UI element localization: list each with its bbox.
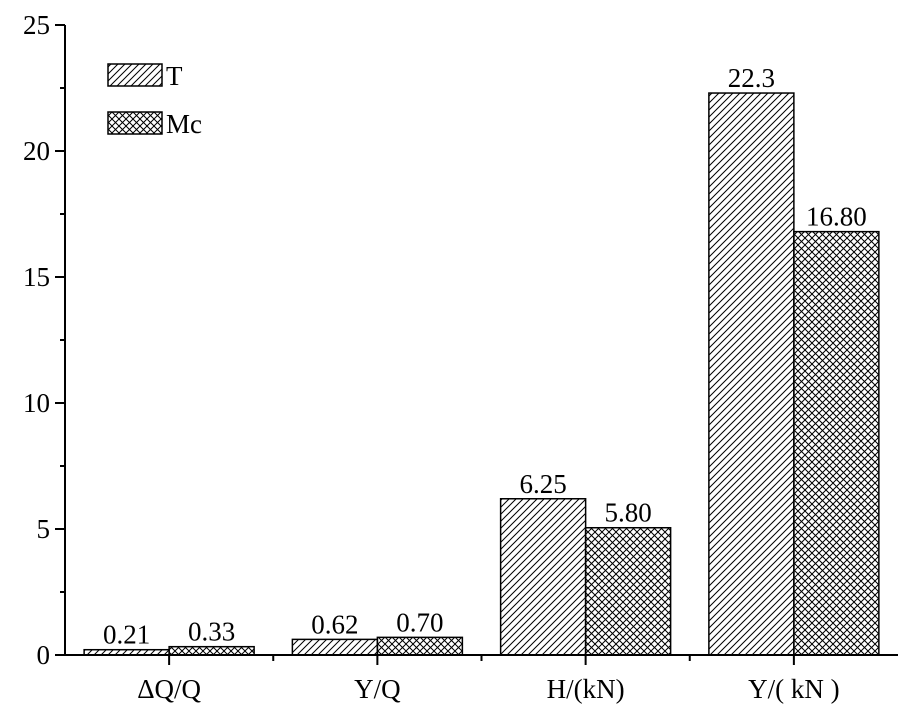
bar-t <box>499 498 587 656</box>
legend-swatch-t <box>107 63 163 87</box>
bar-value-label: 0.21 <box>103 620 150 650</box>
bar-value-label: 16.80 <box>806 202 867 232</box>
legend-label-mc: Mc <box>166 109 202 139</box>
legend: T Mc <box>107 61 202 139</box>
bar-value-label: 0.33 <box>188 617 235 647</box>
x-tick-label: ΔQ/Q <box>137 674 201 704</box>
data-labels: 0.21 0.33 0.62 0.70 6.25 5.80 22.3 16.80 <box>103 63 867 650</box>
x-tick-label: Y/( kN ) <box>748 674 839 704</box>
x-tick-label: H/(kN) <box>547 674 625 704</box>
bar-mc <box>584 526 672 656</box>
y-tick-label: 0 <box>37 640 51 670</box>
y-tick-label: 15 <box>23 262 50 292</box>
y-tick-label: 25 <box>23 10 50 40</box>
bar-value-label: 22.3 <box>728 63 775 93</box>
y-tick-label: 5 <box>37 514 51 544</box>
bar-mc <box>376 636 464 656</box>
bar-value-label: 0.70 <box>396 607 443 637</box>
bar-value-label: 5.80 <box>605 498 652 528</box>
bar-mc <box>793 230 880 656</box>
legend-label-t: T <box>166 61 183 91</box>
y-tick-label: 10 <box>23 388 50 418</box>
bars <box>83 92 880 656</box>
bar-value-label: 6.25 <box>520 469 567 499</box>
axes: 0 5 10 15 20 25 ΔQ/Q Y/Q H/(kN) Y/( kN ) <box>23 10 898 704</box>
bar-t <box>708 92 795 656</box>
bar-t <box>83 648 170 656</box>
bar-value-label: 0.62 <box>311 609 358 639</box>
bar-t <box>291 638 379 656</box>
legend-swatch-mc <box>107 111 163 135</box>
x-tick-label: Y/Q <box>354 674 401 704</box>
y-tick-label: 20 <box>23 136 50 166</box>
bar-mc <box>168 645 255 656</box>
